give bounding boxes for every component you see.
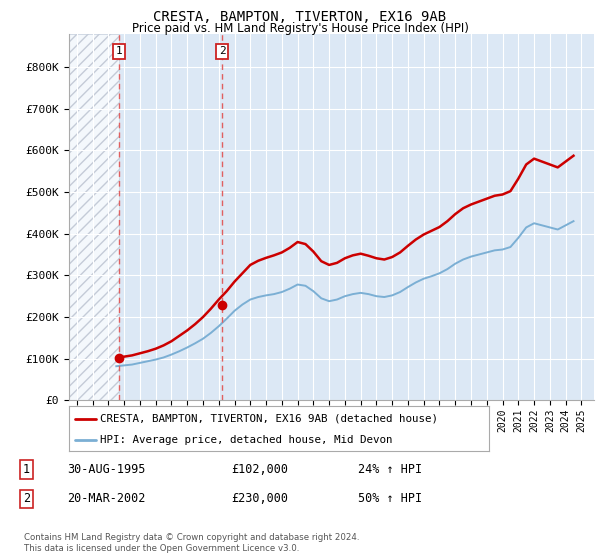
Text: 2: 2 — [219, 46, 226, 57]
Text: 24% ↑ HPI: 24% ↑ HPI — [358, 463, 422, 476]
Bar — [69, 34, 119, 400]
Text: Price paid vs. HM Land Registry's House Price Index (HPI): Price paid vs. HM Land Registry's House … — [131, 22, 469, 35]
Text: £102,000: £102,000 — [231, 463, 288, 476]
Text: £230,000: £230,000 — [231, 492, 288, 505]
Text: Contains HM Land Registry data © Crown copyright and database right 2024.
This d: Contains HM Land Registry data © Crown c… — [24, 533, 359, 553]
Text: CRESTA, BAMPTON, TIVERTON, EX16 9AB: CRESTA, BAMPTON, TIVERTON, EX16 9AB — [154, 10, 446, 24]
Text: 2: 2 — [23, 492, 30, 505]
Text: 1: 1 — [23, 463, 30, 476]
Text: CRESTA, BAMPTON, TIVERTON, EX16 9AB (detached house): CRESTA, BAMPTON, TIVERTON, EX16 9AB (det… — [101, 413, 439, 423]
Text: 1: 1 — [116, 46, 122, 57]
Text: 20-MAR-2002: 20-MAR-2002 — [67, 492, 145, 505]
Text: HPI: Average price, detached house, Mid Devon: HPI: Average price, detached house, Mid … — [101, 435, 393, 445]
Text: 50% ↑ HPI: 50% ↑ HPI — [358, 492, 422, 505]
Text: 30-AUG-1995: 30-AUG-1995 — [67, 463, 145, 476]
